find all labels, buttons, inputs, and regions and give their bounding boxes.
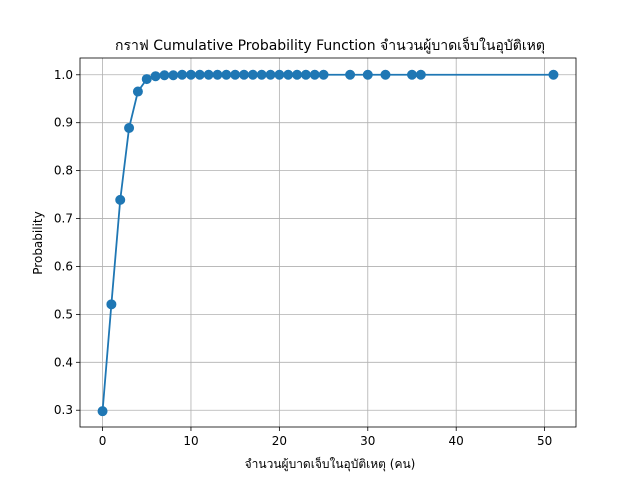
x-tick-label: 10 — [183, 434, 198, 448]
y-axis-label: Probability — [31, 211, 45, 274]
data-point — [309, 69, 320, 80]
data-point — [406, 69, 417, 80]
y-axis-ticks: 0.3 0.4 0.5 0.6 0.7 0.8 0.9 1.0 — [54, 68, 80, 417]
plot-area — [80, 58, 576, 427]
x-tick-label: 50 — [537, 434, 552, 448]
data-point — [274, 69, 285, 80]
y-tick-label: 0.8 — [54, 164, 73, 178]
data-point — [106, 299, 117, 310]
data-point — [97, 406, 108, 417]
y-tick-label: 0.7 — [54, 212, 73, 226]
x-tick-label: 40 — [449, 434, 464, 448]
data-point — [150, 71, 161, 82]
data-point — [203, 69, 214, 80]
data-point — [194, 69, 205, 80]
data-point — [124, 122, 135, 133]
data-point — [168, 70, 179, 81]
data-point — [265, 69, 276, 80]
data-point — [247, 69, 258, 80]
data-point — [548, 69, 559, 80]
data-point — [177, 69, 188, 80]
data-point — [318, 69, 329, 80]
data-point — [230, 69, 241, 80]
data-point — [380, 69, 391, 80]
data-point — [115, 194, 126, 205]
data-point — [132, 86, 143, 97]
y-tick-label: 1.0 — [54, 68, 73, 82]
x-axis-ticks: 0 10 20 30 40 50 — [99, 427, 552, 448]
x-tick-label: 20 — [272, 434, 287, 448]
data-point — [292, 69, 303, 80]
data-point — [283, 69, 294, 80]
y-tick-label: 0.6 — [54, 259, 73, 273]
data-point — [362, 69, 373, 80]
x-tick-label: 30 — [360, 434, 375, 448]
data-point — [256, 69, 267, 80]
x-axis-label: จำนวนผู้บาดเจ็บในอุบัติเหตุ (คน) — [245, 456, 416, 472]
chart-title: กราฟ Cumulative Probability Function จำน… — [115, 36, 545, 54]
data-point — [345, 69, 356, 80]
data-point — [159, 70, 170, 81]
x-tick-label: 0 — [99, 434, 107, 448]
data-point — [141, 74, 152, 85]
data-point — [185, 69, 196, 80]
data-point — [212, 69, 223, 80]
data-point — [415, 69, 426, 80]
y-tick-label: 0.3 — [54, 403, 73, 417]
data-point — [239, 69, 250, 80]
data-point — [300, 69, 311, 80]
data-point — [221, 69, 232, 80]
axes-frame — [79, 57, 577, 428]
y-tick-label: 0.4 — [54, 355, 73, 369]
y-tick-label: 0.5 — [54, 307, 73, 321]
series-layer — [97, 69, 559, 417]
y-tick-label: 0.9 — [54, 116, 73, 130]
